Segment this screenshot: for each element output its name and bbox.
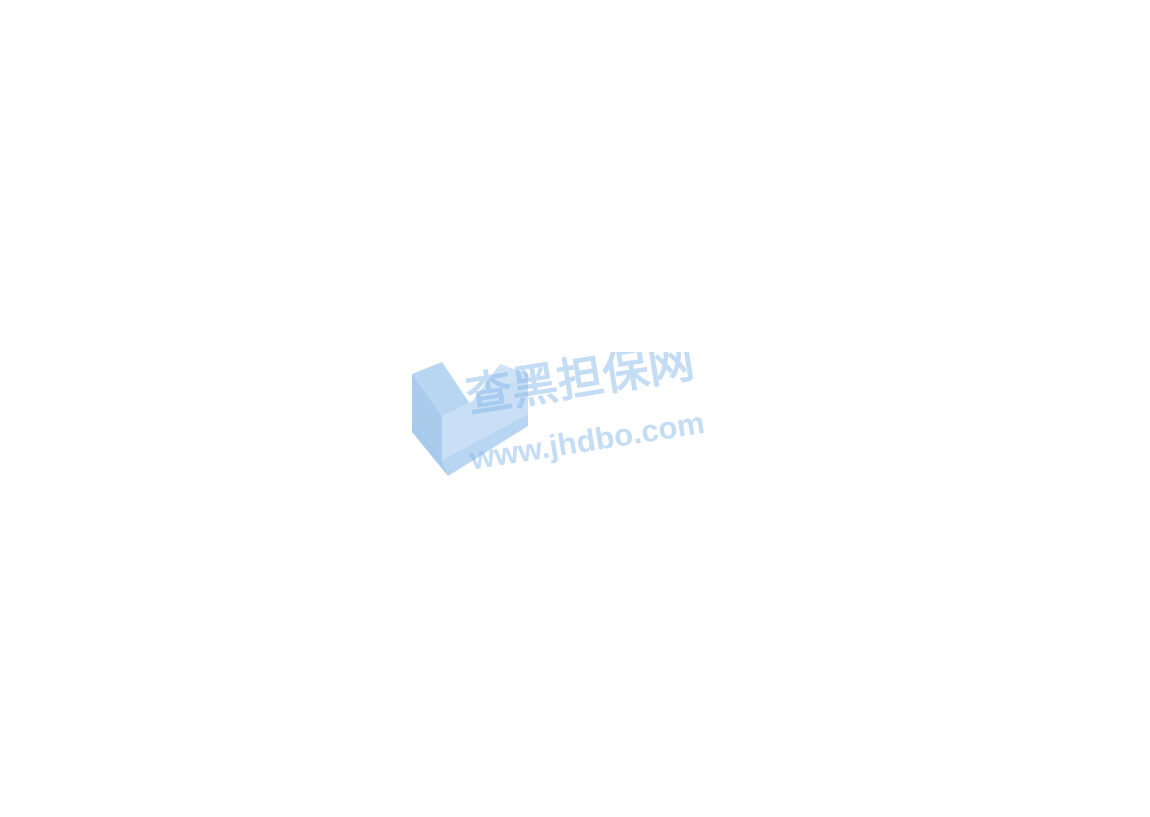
check-chevron-logo <box>412 362 528 476</box>
site-watermark: 查黑担保网 www.jhdbo.com <box>408 352 748 482</box>
watermark-brand-text: 查黑担保网 <box>462 352 697 422</box>
watermark-url-text: www.jhdbo.com <box>467 405 707 477</box>
